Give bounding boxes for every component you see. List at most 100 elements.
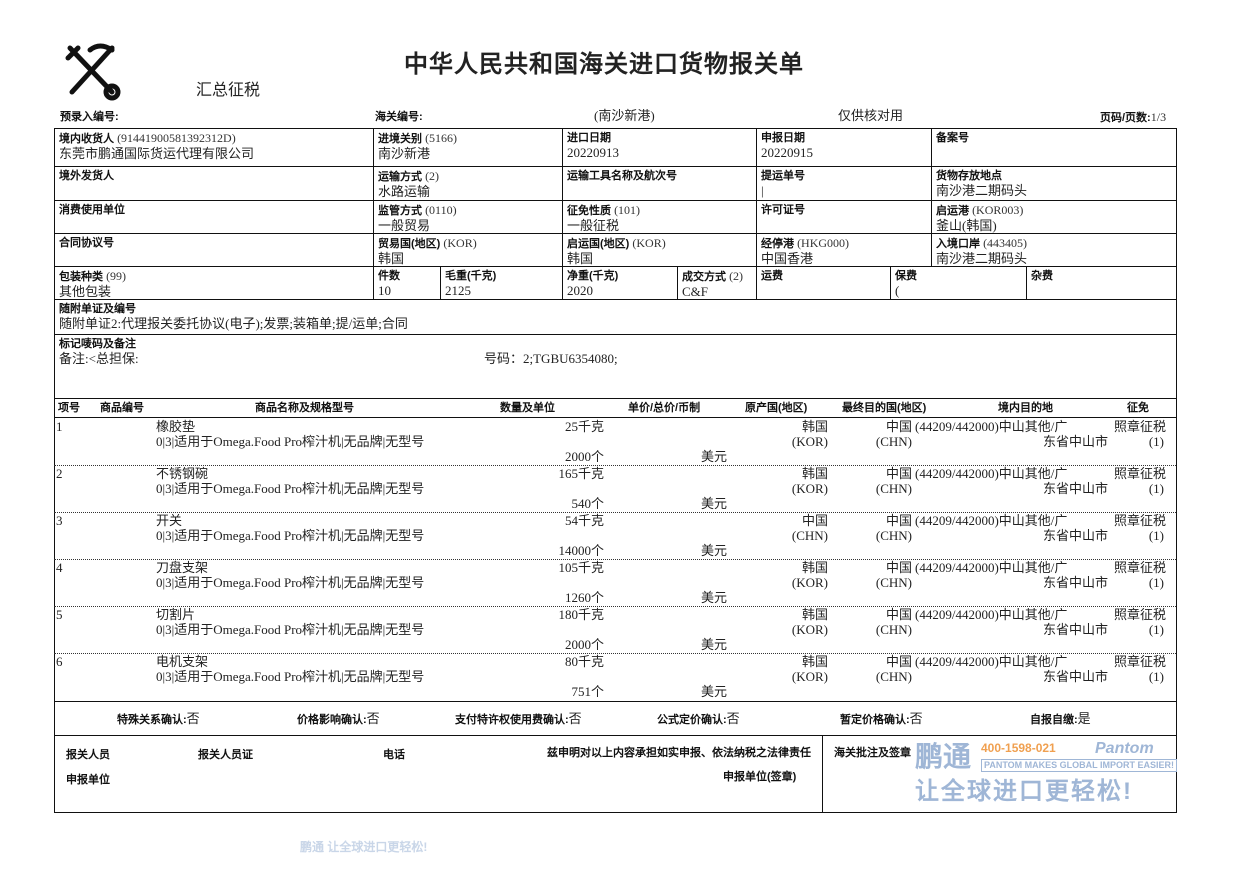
- customs-note-label: 海关批注及签章: [834, 747, 911, 759]
- item-levy: 照章征税: [1113, 654, 1166, 669]
- field-value: 2020: [567, 283, 593, 298]
- grid-line: [373, 128, 374, 266]
- item-qty-count: 540个: [571, 496, 604, 511]
- item-levy: 照章征税: [1113, 513, 1166, 528]
- field-departure-country: 启运国(地区) (KOR) 韩国: [563, 234, 756, 269]
- table-row: 6 电机支架 0|3|适用于Omega.Food Pro榨汁机|无品牌|无型号 …: [54, 653, 1176, 700]
- field-value: 一般贸易: [378, 218, 431, 233]
- grid-line: [562, 128, 563, 266]
- field-label: 杂费: [1031, 270, 1053, 282]
- field-label: 征免性质: [567, 205, 611, 217]
- field-value: 南沙新港: [378, 146, 431, 161]
- field-label: 境内收货人: [59, 133, 114, 145]
- field-value: |: [761, 183, 764, 198]
- item-header-price: 单价/总价/币制: [628, 402, 701, 414]
- field-contract: 合同协议号: [55, 234, 373, 252]
- watermark: 鹏通 让全球进口更轻松!: [300, 840, 428, 854]
- confirm-label: 自报自缴:: [1030, 714, 1078, 726]
- grid-line: [54, 465, 1176, 466]
- field-code: (443405): [983, 236, 1028, 250]
- confirm-label: 暂定价格确认:: [840, 714, 910, 726]
- grid-line: [1026, 266, 1027, 299]
- confirm-label: 特殊关系确认:: [117, 714, 187, 726]
- field-value: 其他包装: [59, 284, 112, 299]
- field-consumer: 消费使用单位: [55, 201, 373, 219]
- confirm-value: 是: [1077, 711, 1091, 726]
- grid-line: [54, 200, 1176, 201]
- item-origin: 韩国: [801, 654, 828, 669]
- item-domestic-2: 东省中山市: [1042, 434, 1108, 449]
- item-domestic: (44209/442000)中山其他/广: [915, 513, 1068, 528]
- grid-line: [54, 606, 1176, 607]
- item-domestic: (44209/442000)中山其他/广: [915, 607, 1068, 622]
- subtitle: 汇总征税: [196, 82, 261, 99]
- field-transport-mode: 运输方式 (2) 水路运输: [374, 167, 562, 202]
- item-qty-count: 751个: [571, 684, 604, 699]
- unit-label: 申报单位: [66, 774, 110, 786]
- pantom-logo: 鹏通 400-1598-021 Pantom PANTOM MAKES GLOB…: [915, 740, 1178, 810]
- field-code: (0110): [425, 203, 457, 217]
- item-dest-code: (CHN): [875, 622, 912, 637]
- confirm-value: 否: [568, 711, 582, 726]
- unit-seal-label: 申报单位(签章): [723, 771, 797, 783]
- confirm-label: 支付特许权使用费确认:: [455, 714, 569, 726]
- item-no: 3: [56, 513, 63, 528]
- item-origin-code: (KOR): [791, 669, 828, 684]
- field-label: 经停港: [761, 238, 794, 250]
- item-dest-code: (CHN): [875, 528, 912, 543]
- item-currency: 美元: [701, 543, 728, 558]
- item-dest-code: (CHN): [875, 669, 912, 684]
- grid-line: [373, 266, 374, 299]
- item-domestic-2: 东省中山市: [1042, 528, 1108, 543]
- table-row: 5 切割片 0|3|适用于Omega.Food Pro榨汁机|无品牌|无型号 1…: [54, 606, 1176, 653]
- page-title: 中华人民共和国海关进口货物报关单: [404, 51, 804, 78]
- item-levy: 照章征税: [1113, 419, 1166, 434]
- field-label: 成交方式: [682, 271, 726, 283]
- pre-entry-label: 预录入编号:: [60, 111, 119, 123]
- item-qty-weight: 165千克: [558, 466, 604, 481]
- field-value: (: [895, 283, 900, 298]
- field-consignee: 境内收货人 (91441900581392312D) 东莞市鹏通国际货运代理有限…: [55, 129, 373, 164]
- field-label: 提运单号: [761, 170, 805, 182]
- item-qty-weight: 105千克: [558, 560, 604, 575]
- field-documents: 随附单证及编号 随附单证2:代理报关委托协议(电子);发票;装箱单;提/运单;合…: [55, 300, 1155, 334]
- item-header-dest: 最终目的国(地区): [842, 402, 927, 414]
- field-label: 许可证号: [761, 204, 805, 216]
- field-label: 启运港: [936, 205, 969, 217]
- field-label: 合同协议号: [59, 237, 114, 249]
- item-levy: 照章征税: [1113, 560, 1166, 575]
- grid-line: [54, 299, 1176, 300]
- item-qty-count: 2000个: [564, 449, 604, 464]
- declarant-cert-label: 报关人员证: [198, 749, 253, 761]
- confirm-item: 暂定价格确认:否: [840, 710, 923, 728]
- page-label: 页码/页数:: [1100, 112, 1151, 124]
- grid-line: [54, 166, 1176, 167]
- field-value: 20220913: [567, 145, 619, 160]
- field-label: 毛重(千克): [445, 270, 497, 282]
- field-entry-customs: 进境关别 (5166) 南沙新港: [374, 129, 562, 164]
- field-label: 运费: [761, 270, 783, 282]
- page-value: 1/3: [1150, 110, 1167, 124]
- field-levy-nature: 征免性质 (101) 一般征税: [563, 201, 756, 236]
- field-value: 釜山(韩国): [936, 218, 997, 233]
- confirm-label: 公式定价确认:: [657, 714, 727, 726]
- item-origin-code: (KOR): [791, 481, 828, 496]
- field-trade-terms: 成交方式 (2) C&F: [678, 267, 756, 302]
- confirm-item: 公式定价确认:否: [657, 710, 740, 728]
- field-label: 申报日期: [761, 132, 805, 144]
- table-row: 4 刀盘支架 0|3|适用于Omega.Food Pro榨汁机|无品牌|无型号 …: [54, 559, 1176, 606]
- item-header-name: 商品名称及规格型号: [255, 402, 354, 414]
- field-label: 件数: [378, 270, 400, 282]
- item-currency: 美元: [701, 684, 728, 699]
- item-header-origin: 原产国(地区): [745, 402, 808, 414]
- item-header-qty: 数量及单位: [500, 402, 555, 414]
- item-levy-code: (1): [1148, 622, 1164, 637]
- item-dest-code: (CHN): [875, 434, 912, 449]
- item-levy-code: (1): [1148, 481, 1164, 496]
- item-name: 开关: [156, 513, 183, 528]
- field-pieces: 件数 10: [374, 267, 440, 301]
- item-spec: 0|3|适用于Omega.Food Pro榨汁机|无品牌|无型号: [156, 528, 425, 543]
- confirm-item: 支付特许权使用费确认:否: [455, 710, 582, 728]
- field-code: (KOR): [443, 236, 477, 250]
- field-code: (101): [614, 203, 641, 217]
